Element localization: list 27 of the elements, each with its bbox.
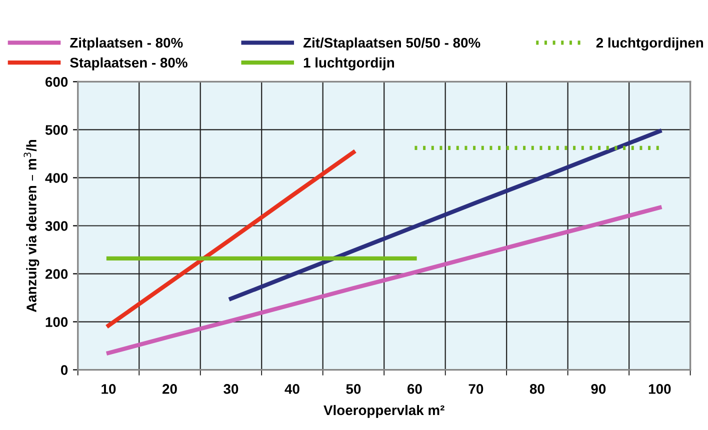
x-axis-title: Vloeroppervlak m²: [324, 404, 444, 418]
line-series: [106, 205, 662, 356]
y-tick-label: 0: [60, 365, 68, 375]
x-tick-label: 30: [224, 384, 238, 394]
legend-label: 2 luchtgordijnen: [596, 37, 704, 50]
x-tick-label: 50: [346, 384, 361, 394]
line-series: [106, 150, 356, 328]
y-tick-label: 500: [45, 125, 68, 135]
y-tick-label: 300: [45, 221, 68, 231]
legend-label: Staplaatsen - 80%: [70, 57, 188, 70]
x-tick-label: 80: [530, 384, 544, 394]
x-tick-label: 10: [102, 384, 116, 394]
x-tick-label: 90: [591, 384, 606, 394]
x-tick-label: 100: [648, 384, 671, 394]
y-tick-label: 100: [46, 317, 68, 327]
x-tick-label: 70: [468, 384, 484, 394]
x-tick-label: 40: [284, 384, 300, 394]
y-tick-label: 600: [45, 77, 68, 87]
x-tick-label: 60: [407, 384, 422, 394]
legend-label: Zitplaatsen - 80%: [70, 37, 183, 50]
legend-label: 1 luchtgordijn: [304, 57, 394, 70]
line-series: [228, 129, 662, 301]
y-tick-label: 400: [45, 173, 68, 183]
x-tick-label: 20: [162, 384, 177, 394]
y-axis-title: Aanzuig via deuren – m$^{3}$/h: [24, 140, 40, 312]
y-tick-label: 200: [45, 269, 68, 279]
legend-label: Zit/Staplaatsen 50/50 - 80%: [303, 37, 480, 50]
